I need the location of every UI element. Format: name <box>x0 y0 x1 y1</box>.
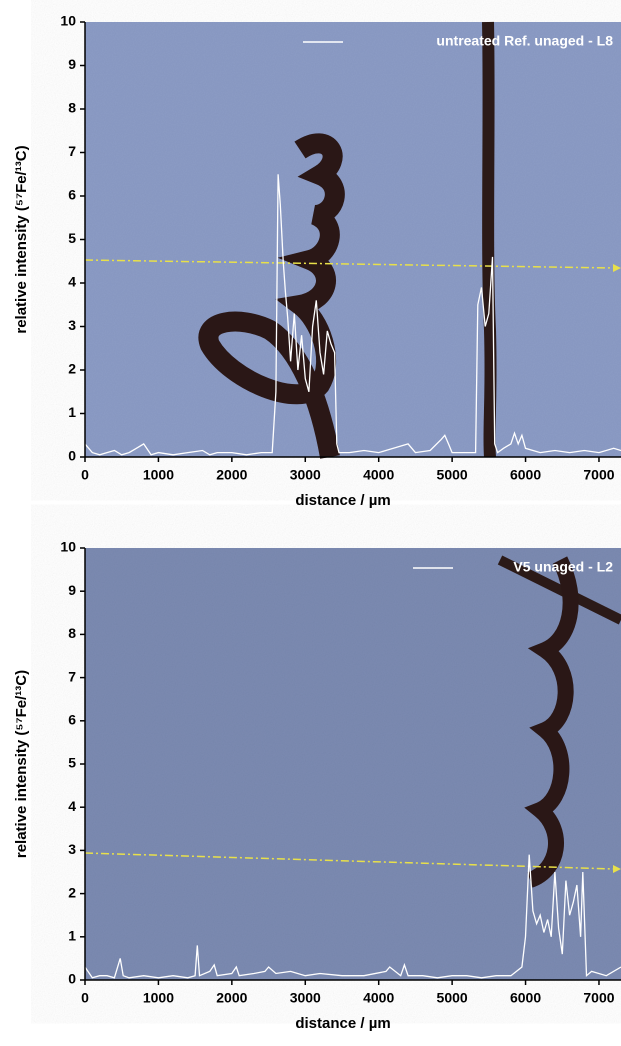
x-axis-label: distance / µm <box>295 492 390 509</box>
x-tick-label: 2000 <box>216 990 247 1006</box>
paper-texture <box>85 22 621 457</box>
y-tick-label: 6 <box>68 712 76 728</box>
x-tick-label: 1000 <box>143 467 174 483</box>
x-tick-label: 3000 <box>290 990 321 1006</box>
y-axis-label: relative intensity (⁵⁷Fe/¹³C) <box>13 670 30 858</box>
y-tick-label: 4 <box>68 798 76 814</box>
y-tick-label: 1 <box>68 404 76 420</box>
x-tick-label: 4000 <box>363 990 394 1006</box>
y-tick-label: 9 <box>68 56 76 72</box>
y-tick-label: 1 <box>68 928 76 944</box>
scan-arrow <box>613 865 621 873</box>
y-tick-label: 2 <box>68 884 76 900</box>
x-axis-label: distance / µm <box>295 1015 390 1032</box>
y-tick-label: 9 <box>68 582 76 598</box>
y-tick-label: 6 <box>68 187 76 203</box>
y-tick-label: 8 <box>68 100 76 116</box>
x-tick-label: 1000 <box>143 990 174 1006</box>
photo-background-2 <box>84 548 621 980</box>
y-tick-label: 5 <box>68 230 76 246</box>
data-line <box>84 854 621 979</box>
ink-stroke <box>497 555 621 625</box>
x-tick-label: 5000 <box>437 467 468 483</box>
y-tick-label: 10 <box>60 13 76 29</box>
y-tick-label: 4 <box>68 274 76 290</box>
x-tick-label: 6000 <box>510 990 541 1006</box>
x-tick-label: 5000 <box>437 990 468 1006</box>
y-tick-label: 2 <box>68 361 76 377</box>
y-tick-label: 5 <box>68 755 76 771</box>
x-tick-label: 7000 <box>583 467 614 483</box>
y-tick-label: 3 <box>68 317 76 333</box>
x-tick-label: 0 <box>81 990 89 1006</box>
legend-label: V5 unaged - L2 <box>513 559 613 575</box>
y-axis-label: relative intensity (⁵⁷Fe/¹³C) <box>13 145 30 333</box>
ink-stroke <box>524 556 579 888</box>
y-tick-label: 3 <box>68 841 76 857</box>
x-tick-label: 7000 <box>583 990 614 1006</box>
x-tick-label: 3000 <box>290 467 321 483</box>
x-tick-label: 6000 <box>510 467 541 483</box>
legend-label: untreated Ref. unaged - L8 <box>436 33 613 49</box>
ink-stroke <box>482 21 497 458</box>
paper-texture <box>85 548 621 980</box>
y-tick-label: 0 <box>68 971 76 987</box>
y-tick-label: 8 <box>68 625 76 641</box>
y-tick-label: 10 <box>60 539 76 555</box>
x-tick-label: 4000 <box>363 467 394 483</box>
photo-background-1 <box>84 21 621 459</box>
x-tick-label: 2000 <box>216 467 247 483</box>
scan-arrow <box>613 264 621 272</box>
y-tick-label: 7 <box>68 143 76 159</box>
data-line <box>84 174 621 456</box>
x-tick-label: 0 <box>81 467 89 483</box>
y-tick-label: 0 <box>68 448 76 464</box>
y-tick-label: 7 <box>68 668 76 684</box>
